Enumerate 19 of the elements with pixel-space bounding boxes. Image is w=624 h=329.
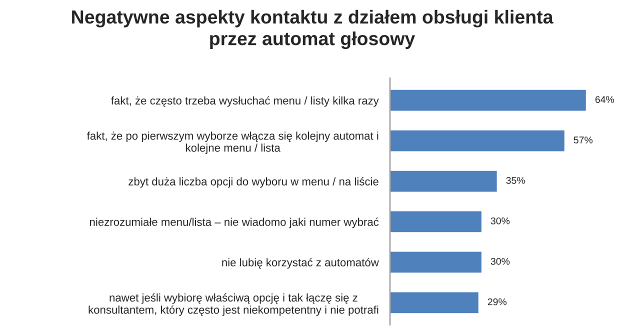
data-label: 30% (490, 217, 510, 224)
y-tick-label: zbyt duża liczba opcji do wyboru w menu / na liście (128, 177, 378, 188)
data-label: 64% (595, 96, 614, 103)
y-tick-label: nie lubię korzystać z automatów (222, 258, 379, 269)
data-label: 29% (488, 298, 507, 306)
bar (390, 88, 588, 112)
y-tick-label: nawet jeśli wybiorę właściwą opcję i tak łączę się z konsultantem, który często jest niekompetentny i nie potrafi (88, 293, 378, 316)
data-label: 57% (574, 136, 593, 144)
bar (390, 290, 480, 314)
bar (390, 210, 483, 234)
bar (390, 250, 483, 274)
data-label: 35% (506, 176, 525, 184)
y-tick-label: fakt, że często trzeba wysłuchać menu / listy kilka razy (111, 96, 379, 107)
bar (390, 128, 566, 153)
y-tick-label: niezrozumiałe menu/lista – nie wiadomo jaki numer wybrać (90, 218, 379, 228)
chart-title: Negatywne aspekty kontaktu z działem obsługi klienta przez automat głosowy (72, 10, 554, 50)
data-label: 30% (490, 258, 510, 265)
y-tick-label: fakt, że po pierwszym wyborze włącza się kolejny automat i kolejne menu / lista (86, 132, 378, 154)
bar (390, 169, 498, 194)
